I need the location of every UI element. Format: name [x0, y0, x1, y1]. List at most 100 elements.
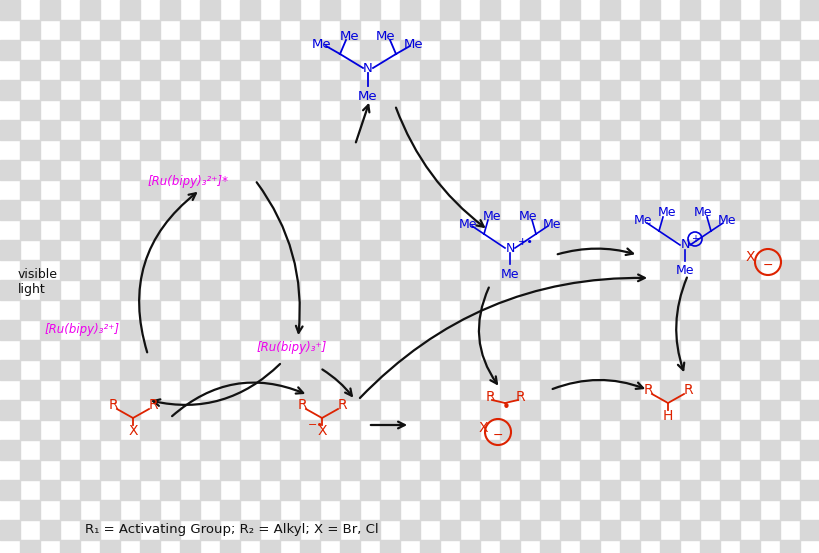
Bar — [160, 160, 180, 180]
Bar — [779, 60, 799, 80]
Bar — [260, 460, 279, 480]
Bar — [340, 260, 360, 280]
Bar — [20, 100, 40, 120]
Bar — [100, 20, 120, 40]
Bar — [559, 40, 579, 60]
Bar — [639, 160, 659, 180]
Bar — [160, 320, 180, 340]
Bar — [260, 180, 279, 200]
Bar — [519, 160, 540, 180]
Bar — [219, 300, 240, 320]
Bar — [40, 440, 60, 460]
Bar — [0, 80, 20, 100]
Bar — [419, 540, 440, 553]
Bar — [659, 300, 679, 320]
Bar — [500, 420, 519, 440]
Bar — [180, 20, 200, 40]
Bar — [100, 540, 120, 553]
Bar — [80, 120, 100, 140]
Bar — [559, 80, 579, 100]
Bar — [140, 460, 160, 480]
Bar — [240, 440, 260, 460]
Bar — [459, 220, 479, 240]
Bar — [319, 200, 340, 220]
Bar — [240, 0, 260, 20]
Text: H: H — [662, 409, 672, 423]
Bar — [619, 260, 639, 280]
Bar — [260, 500, 279, 520]
Bar — [600, 160, 619, 180]
Bar — [440, 360, 459, 380]
Bar — [679, 280, 699, 300]
Bar — [659, 220, 679, 240]
Bar — [619, 340, 639, 360]
Bar — [20, 60, 40, 80]
Text: X: X — [128, 424, 138, 438]
Bar — [519, 240, 540, 260]
Bar — [0, 0, 20, 20]
Bar — [519, 280, 540, 300]
Bar — [279, 120, 300, 140]
Bar — [300, 60, 319, 80]
Bar — [340, 60, 360, 80]
Bar — [240, 40, 260, 60]
Bar — [260, 300, 279, 320]
Bar — [60, 260, 80, 280]
Bar — [619, 60, 639, 80]
Bar — [340, 380, 360, 400]
Bar — [120, 480, 140, 500]
Bar — [80, 440, 100, 460]
Bar — [719, 200, 739, 220]
Bar — [419, 420, 440, 440]
Bar — [60, 100, 80, 120]
Bar — [200, 80, 219, 100]
Bar — [279, 240, 300, 260]
Bar — [300, 460, 319, 480]
Bar — [379, 500, 400, 520]
Bar — [300, 220, 319, 240]
Bar — [639, 280, 659, 300]
Text: Me: Me — [657, 206, 676, 220]
Bar — [379, 20, 400, 40]
Bar — [319, 520, 340, 540]
Bar — [699, 220, 719, 240]
Bar — [419, 220, 440, 240]
Bar — [279, 0, 300, 20]
Bar — [479, 480, 500, 500]
Bar — [699, 100, 719, 120]
Bar — [200, 400, 219, 420]
Text: −: − — [762, 258, 772, 272]
Bar — [659, 340, 679, 360]
Bar — [419, 180, 440, 200]
Text: R: R — [485, 390, 494, 404]
Bar — [200, 480, 219, 500]
Bar — [80, 40, 100, 60]
Bar — [240, 480, 260, 500]
Bar — [180, 220, 200, 240]
Text: R₁ = Activating Group; R₂ = Alkyl; X = Br, Cl: R₁ = Activating Group; R₂ = Alkyl; X = B… — [85, 524, 378, 536]
Bar — [679, 240, 699, 260]
Bar — [80, 400, 100, 420]
Text: Me: Me — [358, 90, 378, 102]
Text: R: R — [642, 383, 652, 397]
Bar — [659, 60, 679, 80]
Bar — [160, 0, 180, 20]
Bar — [619, 220, 639, 240]
Bar — [120, 520, 140, 540]
Bar — [219, 100, 240, 120]
Bar — [60, 60, 80, 80]
Bar — [60, 300, 80, 320]
Text: Me: Me — [376, 29, 396, 43]
Bar — [180, 340, 200, 360]
Bar — [440, 200, 459, 220]
Text: R: R — [296, 398, 306, 412]
Bar — [779, 180, 799, 200]
Bar — [360, 360, 379, 380]
Bar — [559, 280, 579, 300]
Bar — [579, 460, 600, 480]
Bar — [60, 340, 80, 360]
Bar — [459, 260, 479, 280]
Bar — [799, 160, 819, 180]
Bar — [40, 400, 60, 420]
Bar — [540, 260, 559, 280]
